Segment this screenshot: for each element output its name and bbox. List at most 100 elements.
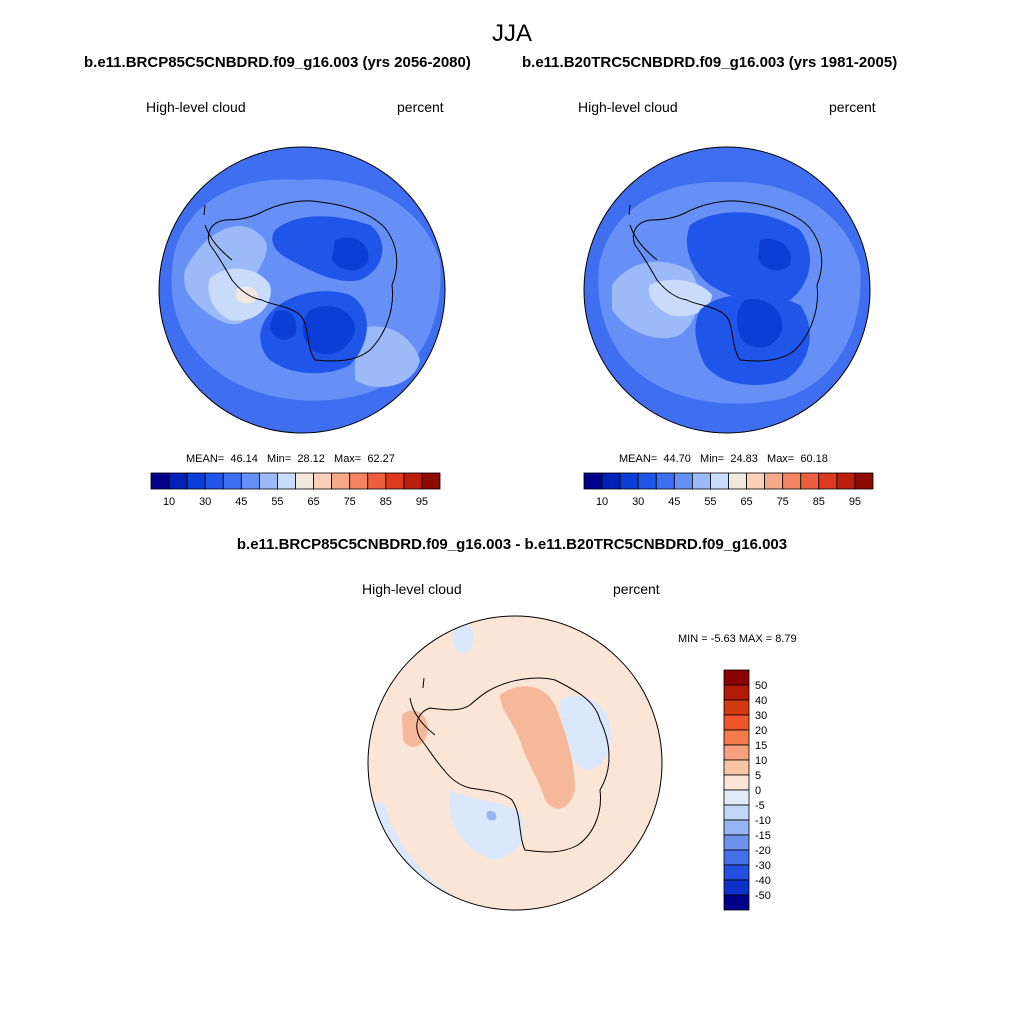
diff-colorbar-box (723, 684, 750, 701)
right-colorbar-tick-label: 95 (849, 496, 861, 508)
left-colorbar-box (240, 472, 260, 490)
diff-colorbar-box (723, 759, 750, 776)
diff-colorbar-box (723, 849, 750, 866)
diff-colorbar-tick-label: 15 (755, 740, 767, 752)
diff-colorbar-tick-label: 5 (755, 770, 761, 782)
diff-colorbar-tick-label: 0 (755, 785, 761, 797)
right-colorbar-box (746, 472, 766, 490)
diff-colorbar-tick-label: -30 (755, 860, 771, 872)
right-colorbar-box (764, 472, 784, 490)
diff-colorbar-box (723, 804, 750, 821)
left-min-value: 28.12 (297, 453, 325, 465)
right-variable-label: High-level cloud (578, 99, 678, 115)
diff-colorbar-tick-label: 40 (755, 695, 767, 707)
left-colorbar-tick-label: 30 (199, 496, 211, 508)
left-panel-title: b.e11.BRCP85C5CNBDRD.f09_g16.003 (yrs 20… (84, 54, 471, 71)
left-colorbar-box (313, 472, 333, 490)
left-colorbar-box (421, 472, 441, 490)
right-panel-title: b.e11.B20TRC5CNBDRD.f09_g16.003 (yrs 198… (522, 54, 898, 71)
diff-colorbar-box (723, 744, 750, 761)
right-colorbar-tick-label: 75 (777, 496, 789, 508)
diff-colorbar-tick-label: -40 (755, 875, 771, 887)
diff-colorbar-box (723, 669, 750, 686)
right-colorbar-box (836, 472, 856, 490)
right-max-label: Max= (767, 453, 795, 465)
right-peninsula (628, 204, 658, 261)
left-colorbar-tick-label: 10 (163, 496, 175, 508)
shaded-region-blue (452, 619, 475, 654)
shaded-region-base (368, 616, 662, 910)
right-colorbar-box (673, 472, 693, 490)
left-colorbar-box (258, 472, 278, 490)
right-colorbar-tick-label: 55 (704, 496, 716, 508)
diff-peninsula (409, 677, 436, 736)
left-colorbar-box (367, 472, 387, 490)
left-colorbar-box (222, 472, 242, 490)
right-colorbar-box (637, 472, 657, 490)
left-colorbar: 10 30 45 55 65 75 85 95 (150, 472, 441, 508)
right-colorbar-tick-label: 65 (740, 496, 752, 508)
left-colorbar-box (150, 472, 170, 490)
left-colorbar-box (385, 472, 405, 490)
right-mean-value: 44.70 (663, 453, 691, 465)
diff-colorbar-box (723, 879, 750, 896)
right-units-label: percent (829, 99, 876, 115)
left-min-label: Min= (267, 453, 292, 465)
diff-colorbar-box (723, 894, 750, 911)
diff-colorbar-tick-label: -20 (755, 845, 771, 857)
left-colorbar-box (168, 472, 188, 490)
shaded-region-darkest (758, 239, 791, 271)
left-colorbar-tick-label: 85 (380, 496, 392, 508)
diff-colorbar-tick-label: -15 (755, 830, 771, 842)
shaded-region-red (402, 710, 428, 747)
left-colorbar-box (403, 472, 423, 490)
shaded-region-darkest (302, 306, 355, 355)
left-colorbar-tick-label: 65 (307, 496, 319, 508)
right-colorbar-tick-label: 10 (596, 496, 608, 508)
right-coastline (632, 200, 823, 362)
left-colorbar-box (349, 472, 369, 490)
shaded-region-red (500, 686, 575, 809)
left-colorbar-box (204, 472, 224, 490)
right-colorbar-box (601, 472, 621, 490)
right-colorbar-tick-label: 45 (668, 496, 680, 508)
right-colorbar-box (691, 472, 711, 490)
diff-colorbar-box (723, 699, 750, 716)
diff-colorbar-tick-label: 30 (755, 710, 767, 722)
right-min-label: Min= (700, 453, 725, 465)
diff-colorbar-tick-label: -10 (755, 815, 771, 827)
diff-map-border (367, 615, 663, 911)
left-variable-label: High-level cloud (146, 99, 246, 115)
left-colorbar-box (186, 472, 206, 490)
diff-colorbar-box (723, 729, 750, 746)
diff-colorbar-tick-label: -5 (755, 800, 765, 812)
left-max-value: 62.27 (367, 453, 395, 465)
left-peninsula (203, 204, 233, 261)
right-colorbar-box (800, 472, 820, 490)
left-colorbar-tick-label: 95 (416, 496, 428, 508)
diff-units-label: percent (613, 581, 660, 597)
right-max-value: 60.18 (800, 453, 828, 465)
diff-panel-title: b.e11.BRCP85C5CNBDRD.f09_g16.003 - b.e11… (236, 536, 788, 553)
right-colorbar-box (782, 472, 802, 490)
left-colorbar-tick-label: 45 (235, 496, 247, 508)
left-colorbar-box (331, 472, 351, 490)
left-max-label: Max= (334, 453, 362, 465)
diff-variable-label: High-level cloud (362, 581, 462, 597)
diff-colorbar-box (723, 714, 750, 731)
diff-colorbar-tick-label: 10 (755, 755, 767, 767)
left-colorbar-tick-label: 75 (344, 496, 356, 508)
diff-colorbar-tick-label: 50 (755, 680, 767, 692)
diff-colorbar-box (723, 789, 750, 806)
right-colorbar-box (619, 472, 639, 490)
right-colorbar-box (583, 472, 603, 490)
left-coastline (207, 200, 398, 362)
right-colorbar-box (655, 472, 675, 490)
right-colorbar-box (728, 472, 747, 490)
left-map-border (158, 146, 446, 434)
right-stats: MEAN= 44.70 Min= 24.83 Max= 60.18 (619, 453, 828, 465)
right-map-border (583, 146, 871, 434)
right-min-value: 24.83 (730, 453, 758, 465)
